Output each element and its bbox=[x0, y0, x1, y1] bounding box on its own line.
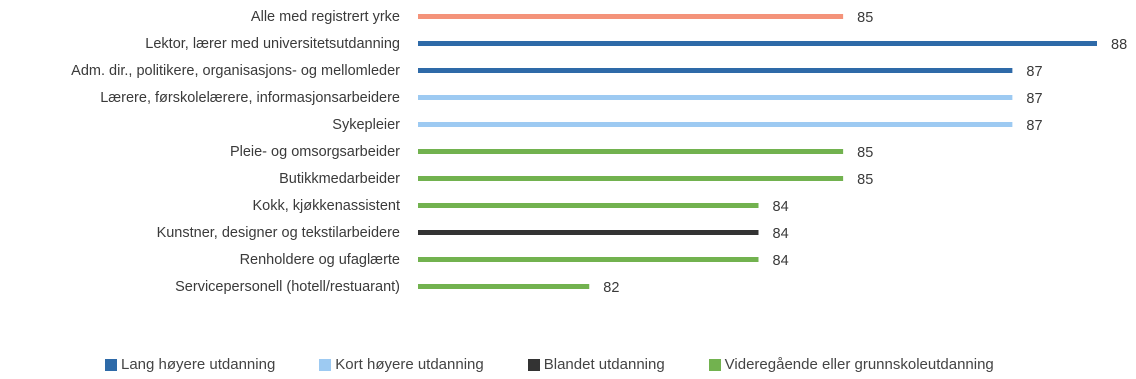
category-label: Adm. dir., politikere, organisasjons- og… bbox=[71, 63, 400, 79]
legend-swatch bbox=[708, 358, 721, 371]
value-label: 85 bbox=[857, 172, 873, 188]
category-label: Lektor, lærer med universitetsutdanning bbox=[145, 36, 400, 52]
legend-label: Blandet utdanning bbox=[543, 356, 665, 373]
value-label: 88 bbox=[1111, 37, 1127, 53]
bar bbox=[418, 14, 844, 19]
legend-swatch bbox=[527, 358, 540, 371]
category-label: Butikkmedarbeider bbox=[279, 171, 400, 187]
value-label: 87 bbox=[1026, 91, 1042, 107]
legend-item-blandet: Blandet utdanning bbox=[527, 356, 665, 373]
value-label: 84 bbox=[773, 253, 789, 269]
bar bbox=[418, 176, 844, 181]
legend: Lang høyere utdanning Kort høyere utdanni… bbox=[105, 356, 994, 373]
value-label: 85 bbox=[857, 10, 873, 26]
category-label: Alle med registrert yrke bbox=[251, 9, 400, 25]
category-label: Kunstner, designer og tekstilarbeidere bbox=[157, 225, 400, 241]
bar bbox=[418, 149, 844, 154]
value-label: 84 bbox=[773, 226, 789, 242]
value-label: 82 bbox=[603, 280, 619, 296]
legend-item-lang: Lang høyere utdanning bbox=[105, 356, 275, 373]
category-label: Sykepleier bbox=[332, 117, 400, 133]
category-label: Pleie- og omsorgsarbeider bbox=[230, 144, 400, 160]
legend-swatch bbox=[105, 358, 117, 371]
bar bbox=[418, 122, 1013, 127]
bar bbox=[418, 203, 759, 208]
bar bbox=[418, 284, 590, 289]
category-label: Lærere, førskolelærere, informasjonsarbe… bbox=[100, 90, 400, 106]
legend-label: Videregående eller grunnskoleutdanning bbox=[724, 356, 994, 373]
value-label: 87 bbox=[1026, 118, 1042, 134]
category-label: Servicepersonell (hotell/restuarant) bbox=[175, 279, 400, 295]
value-label: 84 bbox=[773, 199, 789, 215]
legend-label: Lang høyere utdanning bbox=[121, 356, 276, 373]
legend-item-vgs: Videregående eller grunnskoleutdanning bbox=[708, 356, 994, 373]
legend-item-kort: Kort høyere utdanning bbox=[319, 356, 484, 373]
bar bbox=[418, 68, 1013, 73]
bar bbox=[418, 257, 759, 262]
bar bbox=[418, 230, 759, 235]
legend-label: Kort høyere utdanning bbox=[335, 356, 484, 373]
value-label: 87 bbox=[1026, 64, 1042, 80]
category-label: Renholdere og ufaglærte bbox=[240, 252, 400, 268]
bar bbox=[418, 41, 1097, 46]
legend-swatch bbox=[319, 358, 332, 371]
bar bbox=[418, 95, 1013, 100]
category-label: Kokk, kjøkkenassistent bbox=[253, 198, 400, 214]
value-label: 85 bbox=[857, 145, 873, 161]
